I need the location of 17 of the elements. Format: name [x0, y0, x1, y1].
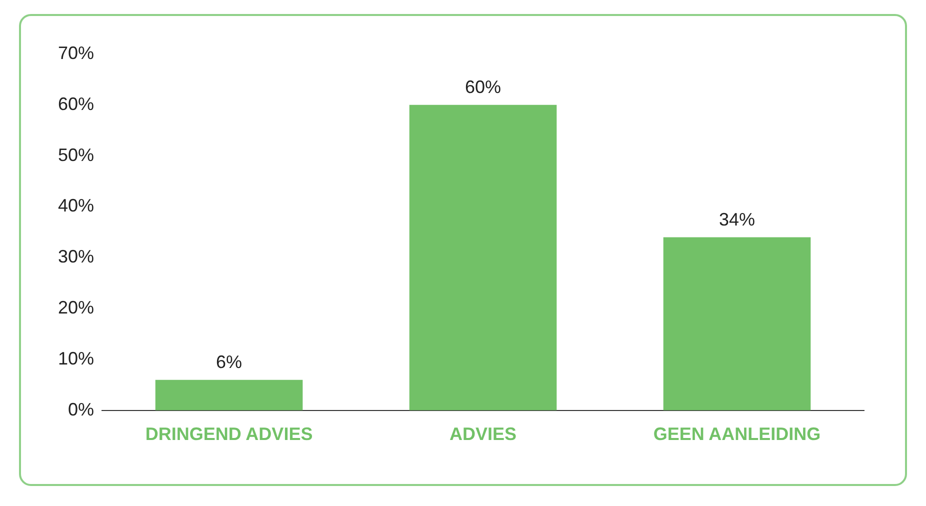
y-tick-label: 20%	[58, 298, 94, 318]
bar	[663, 237, 811, 410]
y-tick-label: 60%	[58, 94, 94, 114]
y-tick-label: 30%	[58, 246, 94, 267]
x-tick-label: DRINGEND ADVIES	[145, 424, 313, 444]
data-label: 34%	[718, 209, 756, 230]
bar	[409, 104, 557, 410]
y-tick-label: 50%	[58, 144, 94, 165]
y-tick-label: 40%	[58, 196, 94, 216]
x-tick-label: ADVIES	[450, 424, 517, 444]
data-label: 6%	[216, 352, 242, 372]
data-label: 60%	[465, 76, 502, 97]
y-tick-label: 10%	[58, 348, 94, 368]
y-tick-label: 0%	[68, 399, 94, 420]
x-tick-label: GEEN AANLEIDING	[653, 424, 821, 444]
y-tick-label: 70%	[58, 42, 94, 63]
bar	[155, 380, 303, 410]
